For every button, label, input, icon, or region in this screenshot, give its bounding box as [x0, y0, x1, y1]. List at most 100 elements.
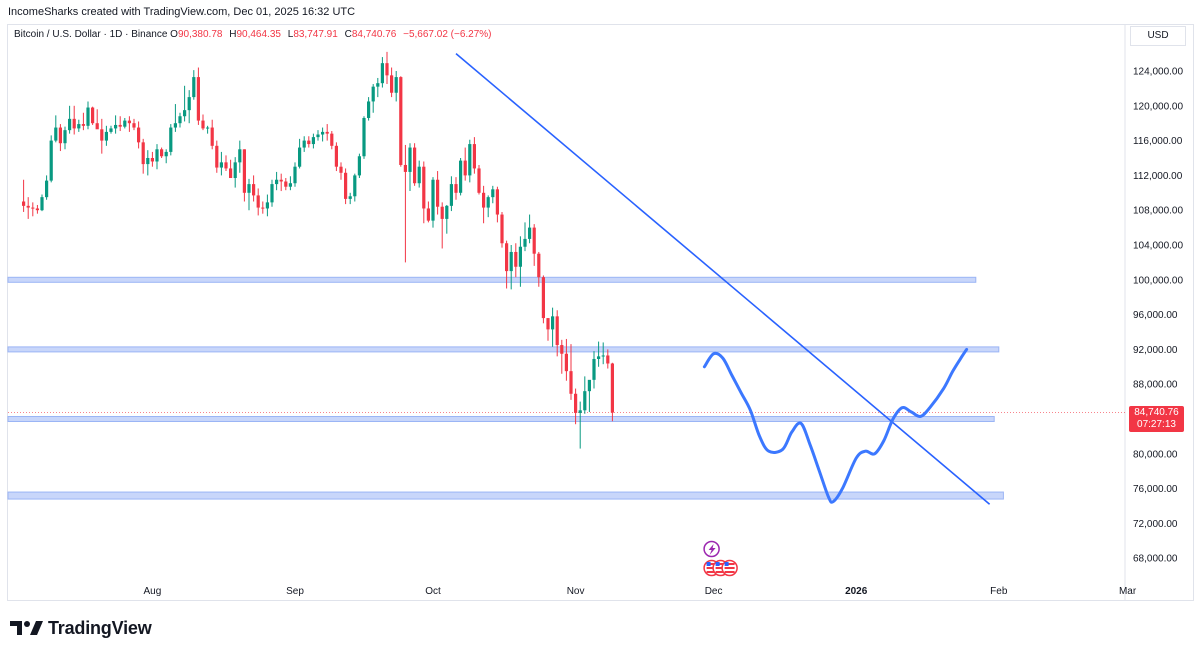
candle-body [495, 189, 499, 215]
price-tick-label: 108,000.00 [1133, 206, 1183, 217]
candle [468, 139, 472, 183]
brand-name: TradingView [48, 617, 152, 638]
candle-body [215, 145, 219, 168]
candle [445, 204, 449, 234]
candle-body [376, 83, 380, 87]
last-price-tag: 84,740.76 07:27:13 [1129, 406, 1184, 432]
event-markers[interactable] [703, 540, 738, 577]
candle-body [316, 134, 320, 138]
candle [298, 138, 302, 169]
candle [426, 201, 430, 223]
candle-body [146, 158, 150, 165]
candle [408, 143, 412, 192]
candle [390, 67, 394, 98]
time-axis[interactable]: Aug Sep Oct Nov Dec 2026 Feb Mar [144, 586, 1137, 597]
candle-body [482, 192, 486, 208]
candle-body [390, 75, 394, 93]
candle-body [578, 410, 582, 413]
candle-body [463, 160, 467, 176]
candle [449, 176, 453, 212]
candle [26, 197, 30, 219]
candle [610, 362, 614, 422]
price-axis[interactable]: 68,000.0072,000.0076,000.0080,000.0084,0… [1133, 67, 1183, 565]
candle [238, 140, 242, 173]
candle-body [486, 197, 490, 208]
tradingview-logo[interactable]: TradingView [10, 617, 152, 639]
author-line: IncomeSharks created with TradingView.co… [8, 6, 356, 18]
candle-body [606, 355, 610, 364]
symbol-name[interactable]: Bitcoin / U.S. Dollar · 1D · Binance [14, 29, 168, 40]
candle-body [491, 189, 495, 198]
candle [472, 137, 476, 174]
currency-selector[interactable]: USD [1130, 26, 1186, 46]
candle-body [449, 184, 453, 206]
candle [196, 67, 200, 125]
candle-body [114, 124, 118, 129]
candle [482, 185, 486, 224]
candle [160, 147, 164, 158]
candle [307, 136, 311, 148]
candle-body [86, 107, 90, 126]
candle [261, 201, 265, 214]
candle [597, 341, 601, 367]
candle [500, 211, 504, 248]
projection-path[interactable] [702, 347, 969, 504]
trendline[interactable] [455, 52, 991, 505]
flag-canton [706, 562, 711, 566]
candle-body [63, 130, 67, 144]
time-tick-label: 2026 [845, 586, 868, 597]
candle-body [367, 101, 371, 118]
candle-body [58, 127, 62, 144]
flag-stripe [724, 567, 735, 569]
candle [551, 307, 555, 347]
candle-body [132, 123, 136, 128]
candle [91, 106, 95, 125]
candle [54, 115, 58, 143]
candle [330, 131, 334, 150]
candle [104, 125, 108, 146]
candle [514, 243, 518, 278]
candle-body [155, 149, 159, 162]
candle-body [91, 107, 95, 124]
candle [357, 153, 361, 179]
candle [233, 157, 237, 188]
candle-body [288, 183, 292, 187]
candle-body [224, 162, 228, 169]
chart-frame [7, 24, 1194, 601]
candle-body [353, 175, 357, 197]
candle-body [546, 318, 550, 330]
candle-body [408, 147, 412, 172]
candle-body [311, 137, 315, 145]
candle-body [334, 145, 338, 167]
candle [523, 222, 527, 252]
candle-body [330, 133, 334, 146]
candle-body [279, 179, 283, 182]
candle-body [413, 147, 417, 184]
price-tick-label: 68,000.00 [1133, 554, 1178, 565]
candle-body [321, 131, 325, 135]
low-value: 83,747.91 [293, 29, 338, 40]
candle-body [477, 168, 481, 193]
close-value: 84,740.76 [351, 29, 397, 40]
candle [164, 149, 168, 164]
candle-body [500, 214, 504, 244]
candle [118, 116, 122, 132]
candlestick-series [22, 51, 614, 449]
candle [399, 76, 403, 167]
open-label: O [170, 29, 178, 40]
top-bar: IncomeSharks created with TradingView.co… [0, 0, 1200, 24]
candle-body [505, 243, 509, 272]
time-tick-label: Dec [705, 586, 723, 597]
candle [454, 177, 458, 200]
candle [270, 179, 274, 207]
candle [206, 125, 210, 134]
candle-body [417, 166, 421, 184]
price-tick-label: 124,000.00 [1133, 67, 1183, 78]
candle-body [459, 160, 463, 193]
candle [532, 224, 536, 266]
price-tick-label: 76,000.00 [1133, 484, 1178, 495]
high-value: 90,464.35 [236, 29, 281, 40]
candle [132, 118, 136, 131]
candle-body [141, 142, 145, 165]
